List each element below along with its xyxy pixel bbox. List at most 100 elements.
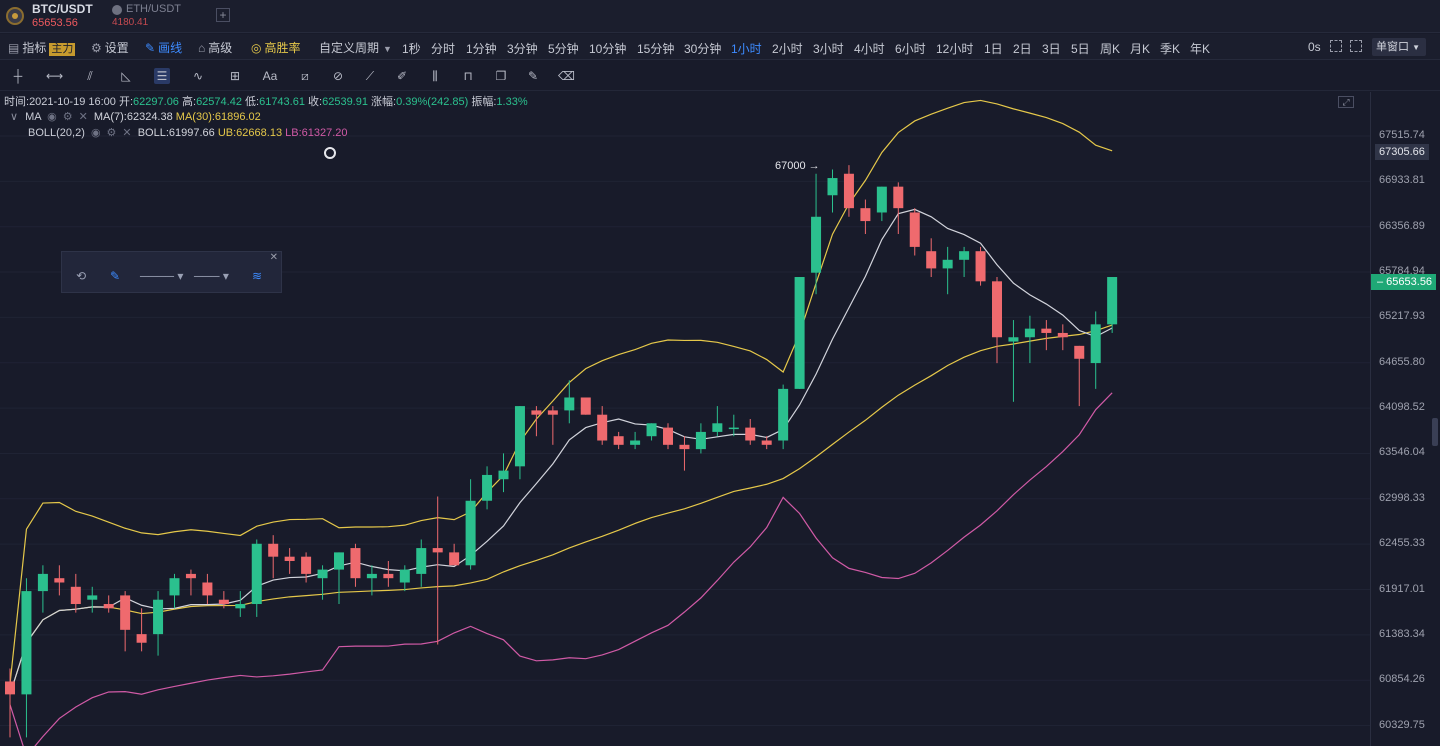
- gear-icon[interactable]: ⚙: [62, 111, 73, 123]
- interval-6[interactable]: 15分钟: [637, 42, 675, 56]
- delete-icon[interactable]: ⌫: [558, 69, 575, 83]
- realtime-toggle[interactable]: 0s: [1308, 40, 1321, 54]
- add-symbol-button[interactable]: +: [216, 8, 230, 22]
- drawing-menu[interactable]: ✎ 画线: [145, 39, 182, 56]
- symbol-price: 65653.56: [32, 17, 78, 29]
- expand-icon[interactable]: ⤢: [1338, 96, 1354, 108]
- change-label: 涨幅:: [371, 96, 397, 108]
- change-value: 0.39%(242.85): [396, 96, 469, 108]
- edit-icon[interactable]: ✎: [527, 69, 539, 83]
- symbol-bar: BTC/USDT 65653.56 ETH/USDT 4180.41 +: [0, 0, 1440, 33]
- candle-body: [136, 634, 147, 643]
- high-win-menu[interactable]: ◎ 高胜率: [251, 39, 301, 56]
- candle-body: [630, 440, 641, 445]
- fibonacci-icon[interactable]: ⊘: [332, 69, 344, 83]
- style-icon[interactable]: ≋: [252, 269, 263, 283]
- text-icon[interactable]: Aa: [262, 69, 278, 83]
- close-value: 62539.91: [322, 96, 368, 108]
- magnet-icon[interactable]: ⟲: [76, 269, 87, 283]
- trend-line-icon[interactable]: ⫽: [87, 69, 93, 83]
- interval-21[interactable]: 年K: [1190, 42, 1211, 56]
- pattern-icon[interactable]: ⫼: [432, 69, 438, 83]
- price-axis[interactable]: 67515.74 66933.81 66356.89 65784.94 65217.93…: [1370, 92, 1440, 746]
- interval-12[interactable]: 6小时: [895, 42, 926, 56]
- ma-name: MA: [25, 111, 42, 123]
- close-icon[interactable]: ✕: [269, 252, 278, 263]
- candle-body: [153, 599, 164, 635]
- indicators-menu[interactable]: ▤ 指标 主力: [8, 39, 76, 56]
- interval-20[interactable]: 季K: [1160, 42, 1181, 56]
- interval-8[interactable]: 1小时: [731, 42, 762, 56]
- ruler-icon[interactable]: ⟋: [365, 69, 375, 83]
- candle-body: [185, 573, 196, 579]
- parallel-channel-icon[interactable]: ☰: [154, 68, 170, 84]
- indicators-icon: ▤: [8, 41, 20, 55]
- rectangle-icon[interactable]: ⊞: [229, 69, 241, 83]
- interval-14[interactable]: 1日: [984, 42, 1003, 56]
- close-icon[interactable]: ✕: [78, 111, 88, 123]
- interval-1[interactable]: 分时: [431, 42, 456, 56]
- measure-icon[interactable]: ⧄: [301, 69, 309, 83]
- candle-body: [21, 591, 32, 695]
- interval-19[interactable]: 月K: [1130, 42, 1151, 56]
- boll-indicator-row: BOLL(20,2) ◉ ⚙ ✕ BOLL:61997.66 UB:62668.13…: [28, 126, 348, 139]
- close-icon[interactable]: ✕: [122, 127, 132, 139]
- interval-16[interactable]: 3日: [1042, 42, 1061, 56]
- fullscreen-icon[interactable]: [1330, 40, 1342, 52]
- eye-icon[interactable]: ◉: [90, 127, 101, 139]
- candle-body: [218, 599, 229, 605]
- interval-9[interactable]: 2小时: [772, 42, 803, 56]
- boll-value: BOLL:61997.66: [137, 127, 215, 139]
- advanced-menu[interactable]: ⌂ 高级: [198, 39, 232, 56]
- eye-icon[interactable]: ◉: [47, 111, 57, 123]
- price-tick: 61917.01: [1379, 582, 1425, 595]
- angle-icon[interactable]: ◺: [121, 69, 131, 83]
- interval-17[interactable]: 5日: [1071, 42, 1090, 56]
- advanced-icon: ⌂: [198, 41, 206, 55]
- gear-icon[interactable]: ⚙: [106, 127, 117, 139]
- crosshair-icon[interactable]: ┼: [13, 69, 23, 83]
- axis-scroll-handle[interactable]: [1432, 418, 1438, 446]
- price-tick: 60329.75: [1379, 718, 1425, 731]
- chart-area[interactable]: 67000 → 时间:2021-10-19 16:00 开:62297.06 高…: [0, 92, 1440, 746]
- line-style-select[interactable]: ─── ▾: [194, 269, 229, 283]
- candle-body: [909, 212, 920, 247]
- interval-10[interactable]: 3小时: [813, 42, 844, 56]
- ma30-value: MA(30):61896.02: [175, 111, 261, 123]
- wave-icon[interactable]: ∿: [192, 69, 204, 83]
- copy-icon[interactable]: ❐: [495, 69, 507, 83]
- candle-body: [350, 548, 361, 579]
- candle-body: [646, 423, 657, 437]
- interval-13[interactable]: 12小时: [936, 42, 974, 56]
- candle-body: [284, 556, 295, 561]
- interval-7[interactable]: 30分钟: [684, 42, 722, 56]
- interval-11[interactable]: 4小时: [854, 42, 885, 56]
- interval-3[interactable]: 3分钟: [507, 42, 538, 56]
- collapse-icon[interactable]: ∨: [10, 111, 22, 123]
- interval-18[interactable]: 周K: [1100, 42, 1121, 56]
- interval-15[interactable]: 2日: [1013, 42, 1032, 56]
- candle-body: [843, 173, 854, 209]
- candle-body: [301, 556, 312, 574]
- pen-color-icon[interactable]: ✎: [110, 269, 121, 283]
- horizontal-line-icon[interactable]: ⟷: [46, 69, 64, 83]
- interval-0[interactable]: 1秒: [402, 42, 421, 56]
- window-mode-label: 单窗口: [1376, 41, 1409, 53]
- candle-body: [926, 251, 937, 269]
- screenshot-icon[interactable]: [1350, 40, 1362, 52]
- interval-4[interactable]: 5分钟: [548, 42, 579, 56]
- window-mode-select[interactable]: 单窗口 ▼: [1372, 38, 1426, 56]
- line-width-select[interactable]: ──── ▾: [140, 269, 184, 283]
- custom-period-select[interactable]: 自定义周期 ▼: [319, 39, 395, 56]
- interval-2[interactable]: 1分钟: [466, 42, 497, 56]
- brush-icon[interactable]: ✐: [396, 69, 408, 83]
- lock-icon[interactable]: ⊓: [463, 69, 473, 83]
- interval-5[interactable]: 10分钟: [589, 42, 627, 56]
- candle-body: [728, 427, 739, 430]
- boll-name: BOLL(20,2): [28, 127, 85, 139]
- candle-body: [827, 178, 838, 196]
- ma30-line: [9, 324, 1113, 695]
- candlestick-chart[interactable]: 67000 →: [0, 92, 1370, 746]
- candle-body: [432, 548, 443, 553]
- settings-menu[interactable]: ⚙ 设置: [91, 39, 129, 56]
